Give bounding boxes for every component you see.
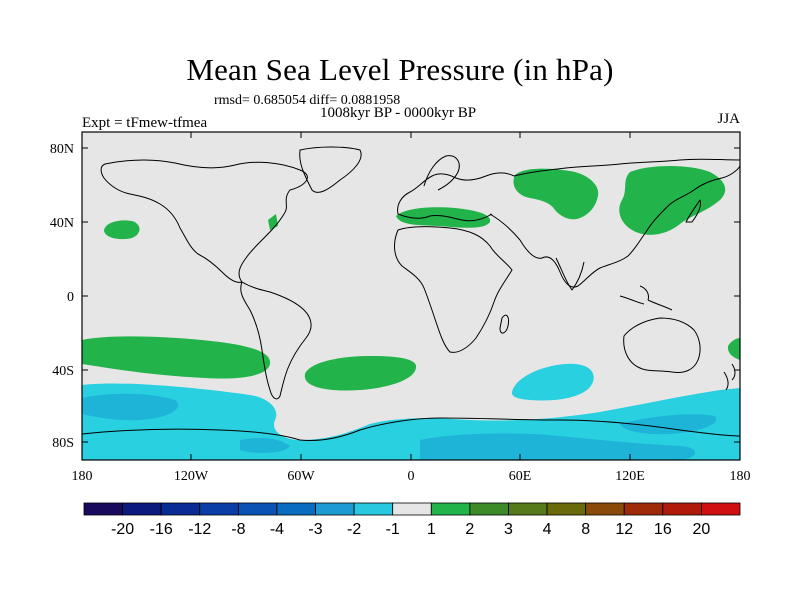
colorbar: -20 -16 -12 -8 -4 -3 -2 -1 1 2 3 4 8 12 16 20 (83, 502, 741, 538)
east-asia-positive-region (619, 166, 726, 235)
colorbar-label: -16 (150, 521, 173, 538)
colorbar-label: -12 (188, 521, 211, 538)
north-pacific-positive-region (104, 220, 140, 240)
east-pacific-coast-positive-region (727, 338, 740, 360)
coast-antarctica (82, 417, 740, 441)
south-indian-negative-region (511, 363, 594, 401)
colorbar-swatch (276, 502, 316, 516)
colorbar-swatch (623, 502, 664, 516)
x-tick-label: 180 (72, 469, 93, 484)
colorbar-label: 8 (581, 521, 590, 538)
coast-madagascar (499, 314, 509, 334)
coast-scandinavia (423, 155, 460, 191)
season-label: JJA (717, 111, 740, 127)
x-tick-label: 60E (509, 469, 532, 484)
colorbar-swatch (585, 502, 625, 516)
south-atlantic-positive-region (304, 356, 417, 391)
map-title: Mean Sea Level Pressure (in hPa) (186, 52, 614, 87)
coast-australia (623, 317, 701, 373)
coast-europe (397, 172, 515, 222)
colorbar-swatch (122, 502, 162, 516)
colorbar-label: 12 (615, 521, 633, 538)
colorbar-label: -1 (386, 521, 400, 538)
x-axis-labels: 180 120W 60W 0 60E 120E 180 (72, 469, 751, 484)
colorbar-label: 2 (465, 521, 474, 538)
colorbar-swatch (469, 502, 509, 516)
y-tick-label: 80N (50, 142, 74, 157)
x-tick-label: 120W (174, 469, 209, 484)
map-panel (82, 132, 740, 460)
colorbar-swatch (701, 502, 741, 516)
coast-new-zealand (723, 363, 736, 391)
colorbar-label: -8 (231, 521, 245, 538)
coast-japan (685, 199, 701, 223)
colorbar-label: 1 (427, 521, 436, 538)
colorbar-swatch (199, 502, 239, 516)
stats-line: rmsd= 0.685054 diff= 0.0881958 (214, 93, 401, 108)
colorbar-label: -20 (111, 521, 134, 538)
colorbar-swatch (315, 502, 355, 516)
southern-ocean-deeper-negative-east (420, 433, 695, 460)
coastlines (82, 146, 740, 441)
coast-indonesia (619, 285, 673, 311)
south-pacific-positive-region (82, 336, 271, 379)
coast-asia (489, 158, 740, 288)
colorbar-swatch (508, 502, 548, 516)
x-tick-label: 0 (408, 469, 415, 484)
siberia-positive-region (513, 168, 599, 220)
y-tick-label: 40N (50, 216, 74, 231)
colorbar-label: -2 (347, 521, 361, 538)
y-tick-label: 80S (52, 436, 74, 451)
colorbar-swatch (546, 502, 587, 516)
x-tick-label: 60W (287, 469, 315, 484)
colorbar-label: 20 (693, 521, 711, 538)
map-frame (81, 131, 741, 461)
coast-south-america (240, 281, 312, 400)
southern-ocean-deeper-negative-east2 (620, 414, 717, 435)
colorbar-swatch (392, 502, 432, 516)
coast-north-america (100, 159, 308, 283)
colorbar-label: 3 (504, 521, 513, 538)
southern-ocean-deeper-negative-west (82, 393, 179, 421)
colorbar-label: 16 (654, 521, 672, 538)
x-tick-label: 180 (730, 469, 751, 484)
colorbar-label: 4 (543, 521, 552, 538)
coast-india (555, 257, 585, 291)
colorbar-swatch (662, 502, 702, 516)
y-tick-label: 0 (67, 290, 74, 305)
y-tick-label: 40S (52, 364, 74, 379)
x-tick-label: 120E (615, 469, 645, 484)
colorbar-swatch (353, 502, 394, 516)
colorbar-swatch (430, 502, 471, 516)
colorbar-swatch (237, 502, 278, 516)
colorbar-label: -4 (270, 521, 284, 538)
southern-ocean-deeper-negative-mid (240, 438, 290, 454)
period-label: 1008kyr BP - 0000kyr BP (320, 105, 477, 121)
coast-africa (394, 226, 513, 353)
colorbar-label: -3 (308, 521, 322, 538)
colorbar-swatch (83, 502, 123, 516)
colorbar-swatch (160, 502, 201, 516)
mediterranean-positive-region (396, 207, 491, 228)
coast-greenland (299, 146, 362, 193)
inner-ticks (82, 132, 740, 460)
experiment-label: Expt = tFmew-tfmea (82, 115, 208, 131)
y-axis-labels: 80N 40N 0 40S 80S (50, 142, 74, 451)
